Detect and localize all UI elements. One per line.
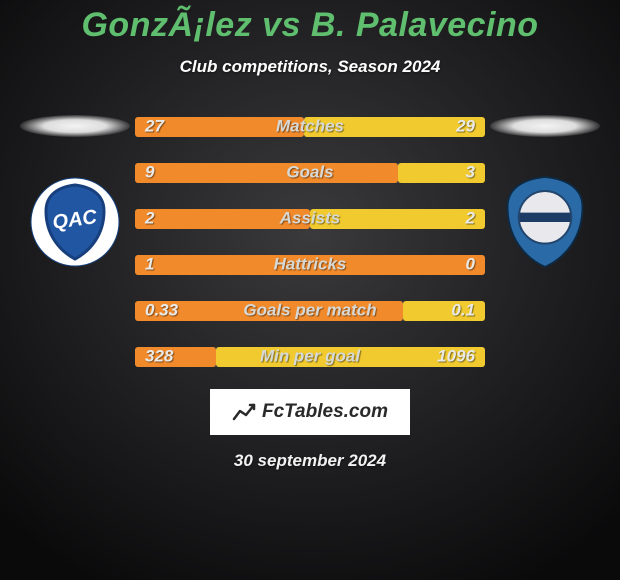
page-subtitle: Club competitions, Season 2024 xyxy=(180,57,441,77)
left-spotlight xyxy=(20,115,130,137)
stat-row: Matches2729 xyxy=(135,117,485,137)
stat-bar-left xyxy=(135,163,398,183)
stat-row: Goals93 xyxy=(135,163,485,183)
stats-column: Matches2729 Goals93 Assists22 Hattricks10 Go… xyxy=(135,115,485,367)
stat-bar-left xyxy=(135,301,403,321)
stat-bar-left xyxy=(135,255,485,275)
left-club-svg: QAC xyxy=(30,177,120,267)
stat-bar-left xyxy=(135,209,310,229)
stat-bar-left xyxy=(135,347,216,367)
stat-row: Hattricks10 xyxy=(135,255,485,275)
branding-icon xyxy=(232,401,258,423)
right-club-svg xyxy=(500,172,590,272)
right-club-badge xyxy=(500,177,590,267)
stat-bar-right xyxy=(216,347,486,367)
stat-bar-right xyxy=(403,301,485,321)
stat-bar-left xyxy=(135,117,304,137)
stat-row: Assists22 xyxy=(135,209,485,229)
page-title: GonzÃ¡lez vs B. Palavecino xyxy=(81,6,538,45)
branding-text: FcTables.com xyxy=(262,401,388,423)
main-row: QAC Matches2729 Goals93 Assists22 Hattricks… xyxy=(0,115,620,367)
stat-row: Min per goal3281096 xyxy=(135,347,485,367)
left-column: QAC xyxy=(15,115,135,267)
stat-row: Goals per match0.330.1 xyxy=(135,301,485,321)
right-column xyxy=(485,115,605,267)
stat-bar-right xyxy=(398,163,486,183)
content-root: GonzÃ¡lez vs B. Palavecino Club competit… xyxy=(0,0,620,580)
stat-bar-right xyxy=(304,117,485,137)
branding-box: FcTables.com xyxy=(210,389,410,435)
right-spotlight xyxy=(490,115,600,137)
date-text: 30 september 2024 xyxy=(234,451,386,471)
left-club-badge: QAC xyxy=(30,177,120,267)
stat-bar-right xyxy=(310,209,485,229)
